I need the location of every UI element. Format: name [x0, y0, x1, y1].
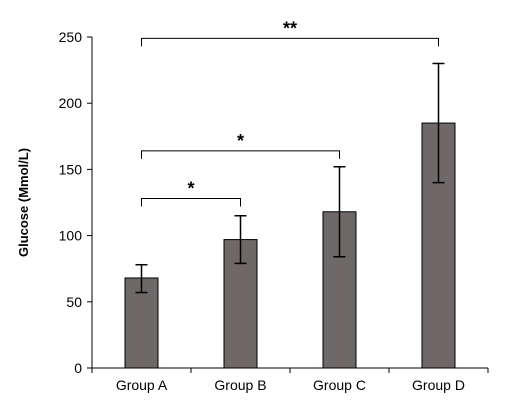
- significance-label: *: [237, 131, 244, 151]
- error-bar: [234, 214, 247, 265]
- significance-bracket: **: [141, 18, 439, 47]
- bars: [124, 122, 456, 369]
- y-ticks: 0 50 100 150 200 250: [59, 29, 92, 376]
- bar-group-a: [124, 277, 159, 369]
- y-tick-label: 0: [74, 360, 82, 376]
- y-tick-label: 250: [59, 29, 83, 45]
- significance-bracket: *: [141, 131, 340, 159]
- y-axis-label-group: Glucose (Mmol/L): [16, 148, 31, 257]
- y-tick-label: 50: [66, 294, 82, 310]
- y-axis-label: Glucose (Mmol/L): [16, 148, 31, 257]
- x-tick-label: Group C: [313, 377, 366, 393]
- error-bar: [333, 166, 346, 258]
- error-bars: [135, 62, 445, 294]
- significance-label: *: [187, 179, 194, 199]
- significance-label: **: [283, 18, 297, 38]
- error-bar: [135, 263, 148, 294]
- x-ticks: Group A Group B Group C Group D: [116, 377, 465, 393]
- significance-bracket: *: [141, 179, 241, 207]
- bracket-line: [141, 150, 340, 159]
- significance-brackets: ****: [141, 18, 439, 207]
- x-tick-label: Group D: [412, 377, 465, 393]
- bar-group-b: [223, 239, 258, 369]
- bracket-line: [141, 37, 439, 47]
- error-bar: [432, 62, 445, 184]
- bracket-line: [141, 198, 241, 207]
- y-tick-label: 150: [59, 161, 83, 177]
- x-tick-label: Group A: [116, 377, 168, 393]
- x-tick-label: Group B: [214, 377, 266, 393]
- y-tick-label: 100: [59, 228, 83, 244]
- y-tick-label: 200: [59, 95, 83, 111]
